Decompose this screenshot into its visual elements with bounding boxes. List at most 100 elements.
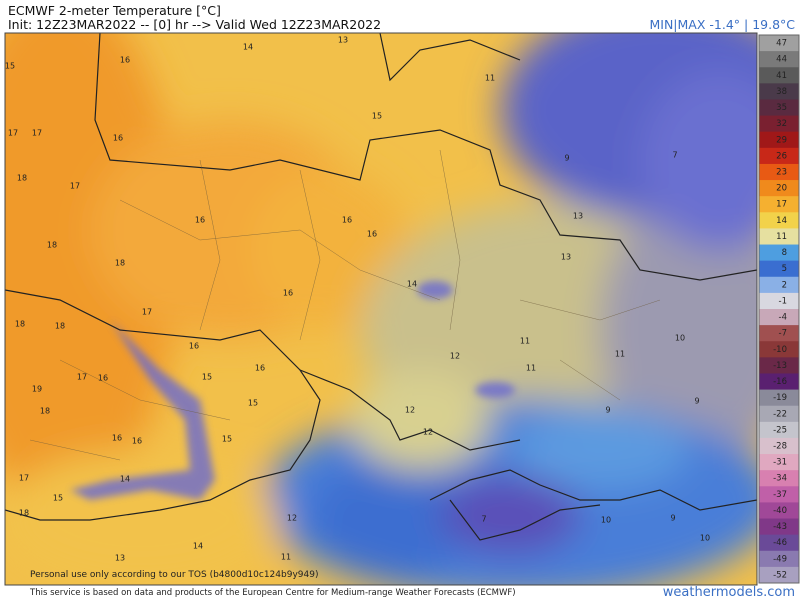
- temperature-label: 12: [405, 406, 415, 415]
- colorbar-swatch: [759, 292, 799, 310]
- temperature-label: 9: [670, 514, 675, 523]
- temperature-label: 17: [32, 129, 42, 138]
- temperature-label: 18: [55, 322, 65, 331]
- colorbar-swatch: [759, 163, 799, 181]
- colorbar-label: -28: [773, 442, 787, 452]
- temperature-label: 15: [202, 373, 212, 382]
- temperature-label: 16: [132, 437, 142, 446]
- colorbar-swatch: [759, 99, 799, 117]
- temperature-label: 16: [189, 342, 199, 351]
- colorbar-swatch: [759, 212, 799, 229]
- colorbar-label: -4: [779, 313, 787, 323]
- colorbar-label: 11: [776, 232, 787, 242]
- colorbar-label: -43: [773, 522, 787, 532]
- colorbar-swatch: [759, 566, 799, 584]
- temperature-label: 18: [47, 241, 57, 250]
- colorbar-label: 32: [776, 119, 787, 129]
- colorbar-swatch: [759, 83, 799, 100]
- colorbar-swatch: [759, 550, 799, 568]
- temperature-label: 15: [248, 399, 258, 408]
- colorbar-swatch: [759, 389, 799, 407]
- colorbar-label: -46: [773, 538, 787, 548]
- temperature-label: 13: [573, 212, 583, 221]
- min-max: MIN|MAX -1.4° | 19.8°C: [649, 17, 795, 32]
- temperature-label: 12: [287, 514, 297, 523]
- temperature-label: 14: [120, 475, 130, 484]
- temperature-label: 10: [675, 334, 685, 343]
- colorbar-swatch: [759, 131, 799, 149]
- colorbar-label: -31: [773, 458, 787, 468]
- title: ECMWF 2-meter Temperature [°C]: [8, 3, 221, 18]
- colorbar-swatch: [759, 341, 799, 358]
- temperature-label: 16: [255, 364, 265, 373]
- temperature-label: 16: [113, 134, 123, 143]
- colorbar-swatch: [759, 437, 799, 455]
- temperature-label: 17: [70, 182, 80, 191]
- colorbar-swatch: [759, 518, 799, 536]
- colorbar-label: -49: [773, 554, 787, 564]
- colorbar-label: 29: [776, 135, 787, 145]
- temperature-label: 16: [283, 289, 293, 298]
- temperature-label: 14: [243, 43, 253, 52]
- temperature-label: 11: [485, 74, 495, 83]
- colorbar-label: 38: [776, 87, 787, 97]
- colorbar-label: 17: [776, 200, 787, 210]
- colorbar-label: -10: [773, 345, 787, 355]
- temperature-label: 18: [40, 407, 50, 416]
- site: weathermodels.com: [663, 585, 795, 600]
- colorbar-label: 35: [776, 103, 787, 113]
- colorbar-swatch: [759, 196, 799, 213]
- border-north: [94, 33, 757, 281]
- temperature-label: 18: [115, 259, 125, 268]
- temperature-label: 10: [601, 516, 611, 525]
- temperature-label: 18: [15, 320, 25, 329]
- temperature-label: 17: [8, 129, 18, 138]
- colorbar-label: -37: [773, 490, 787, 500]
- admin-borders: [29, 149, 661, 461]
- colorbar-label: 14: [776, 216, 787, 226]
- colorbar-swatch: [759, 67, 799, 84]
- temperature-label: 17: [142, 308, 152, 317]
- colorbar-swatch: [759, 147, 799, 165]
- temperature-label: 13: [561, 253, 571, 262]
- init-line: Init: 12Z23MAR2022 -- [0] hr --> Valid W…: [8, 17, 381, 32]
- watermark: Personal use only according to our TOS (…: [30, 570, 318, 580]
- colorbar-label: -34: [773, 474, 787, 484]
- temperature-label: 12: [450, 352, 460, 361]
- temperature-label: 15: [372, 112, 382, 121]
- colorbar-label: 20: [776, 184, 787, 194]
- temperature-label: 7: [481, 515, 486, 524]
- temperature-label: 11: [526, 364, 536, 373]
- colorbar-label: 44: [776, 55, 787, 65]
- temperature-label: 13: [115, 554, 125, 563]
- colorbar-swatch: [759, 454, 799, 471]
- temperature-label: 13: [338, 36, 348, 45]
- colorbar-label: -22: [773, 409, 787, 419]
- temperature-label: 17: [77, 373, 87, 382]
- colorbar-swatch: [759, 470, 799, 487]
- colorbar-swatch: [759, 180, 799, 197]
- coast-north: [299, 369, 521, 451]
- temperature-label: 18: [19, 509, 29, 518]
- colorbar-swatch: [759, 534, 799, 552]
- temperature-label: 14: [193, 542, 203, 551]
- colorbar-swatch: [759, 325, 799, 342]
- temperature-label: 17: [19, 474, 29, 483]
- temperature-label: 15: [222, 435, 232, 444]
- colorbar-label: -1: [779, 296, 787, 306]
- colorbar-label: 26: [776, 151, 787, 161]
- border-belarus: [379, 33, 521, 82]
- colorbar-swatch: [759, 421, 799, 439]
- colorbar-label: -40: [773, 506, 787, 516]
- colorbar-swatch: [759, 276, 799, 294]
- border-southwest: [5, 289, 321, 521]
- temperature-label: 19: [32, 385, 42, 394]
- temperature-label: 12: [423, 428, 433, 437]
- temperature-label: 16: [112, 434, 122, 443]
- colorbar-swatch: [759, 373, 799, 391]
- temperature-label: 9: [564, 154, 569, 163]
- colorbar-label: -13: [773, 361, 787, 371]
- colorbar-label: -16: [773, 377, 787, 387]
